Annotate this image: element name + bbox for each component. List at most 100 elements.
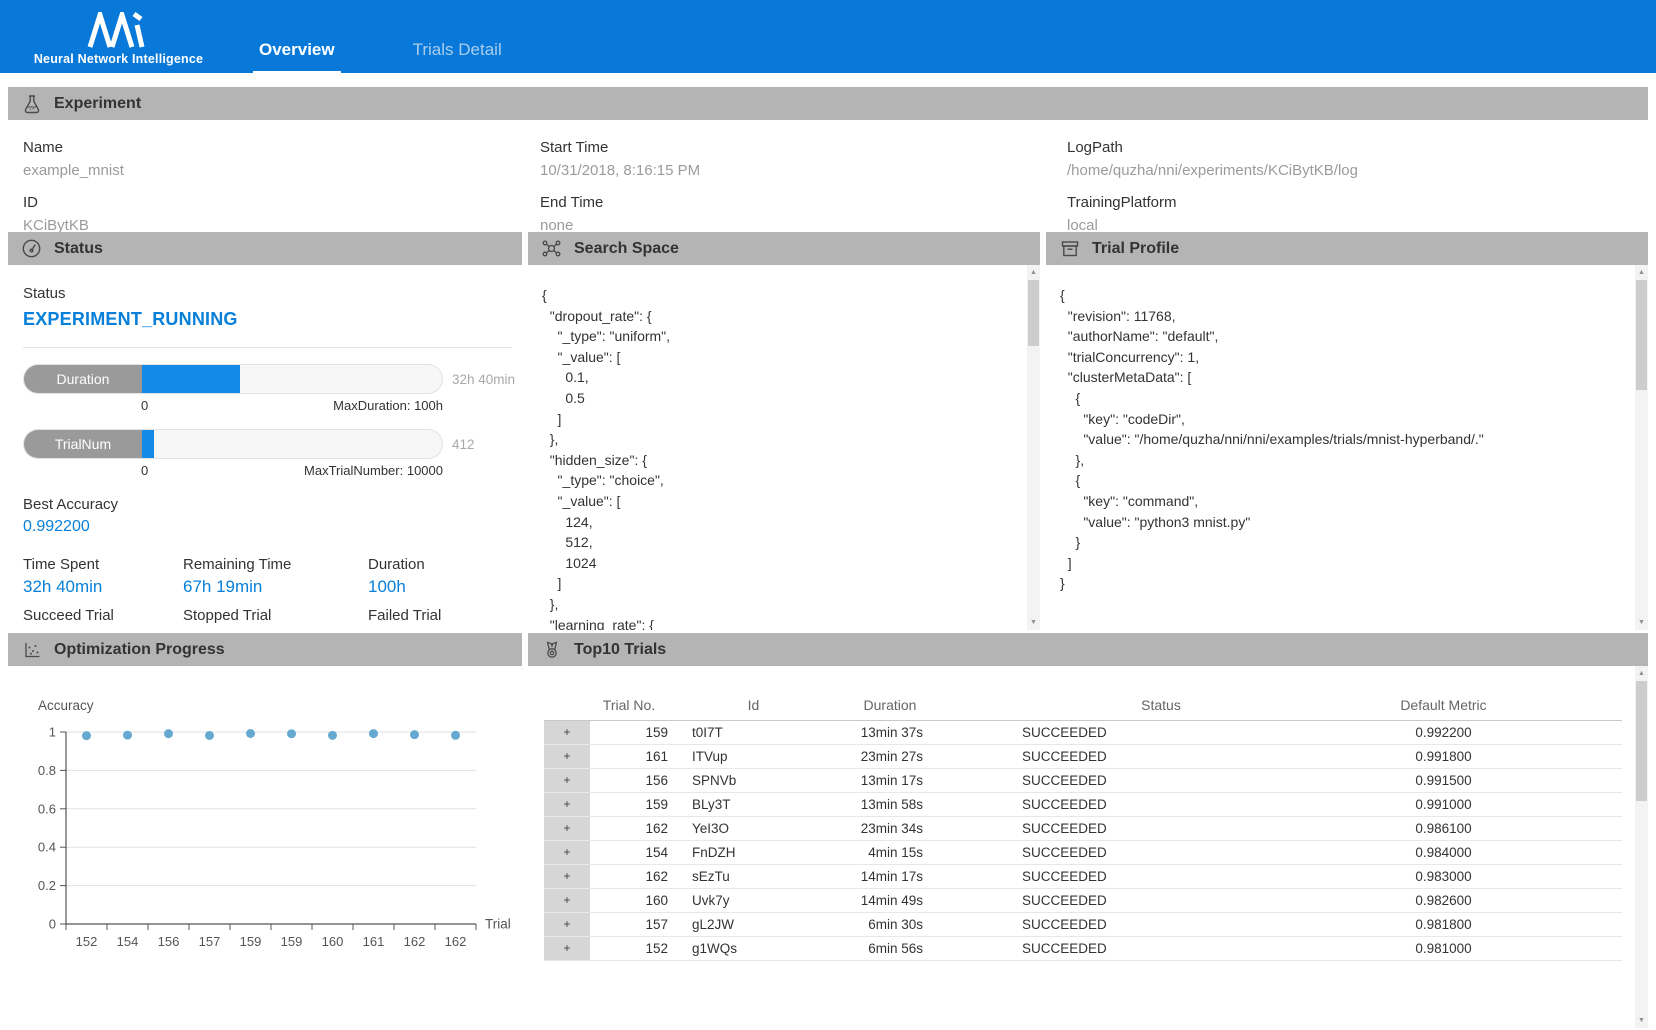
y-tick-label: 0.4 <box>38 840 56 855</box>
default-metric-cell: 0.991500 <box>1265 768 1622 793</box>
scatter-point[interactable] <box>369 729 378 739</box>
expand-row-button[interactable]: + <box>563 773 571 787</box>
trial-profile-scrollbar[interactable]: ▲ ▼ <box>1635 265 1648 630</box>
y-tick-label: 0 <box>49 917 56 932</box>
progress-bars: Duration 32h 40min 0 MaxDuration: 100h Trial… <box>23 364 522 478</box>
search-space-scrollbar[interactable]: ▲ ▼ <box>1027 265 1040 630</box>
column-header: Default Metric <box>1265 690 1622 721</box>
experiment-field-label: ID <box>23 194 38 211</box>
top-trials-section-header: Top10 Trials <box>528 633 1648 666</box>
scroll-up-icon[interactable]: ▲ <box>1030 269 1037 276</box>
progress-bar-row: Duration 32h 40min <box>23 364 522 394</box>
scrollbar-thumb[interactable] <box>1636 280 1647 390</box>
duration-cell: 23min 27s <box>815 744 965 769</box>
trial-id-cell: t0I7T <box>690 720 815 745</box>
stat-value: 32h 40min <box>23 577 103 596</box>
scrollbar-thumb[interactable] <box>1028 280 1039 346</box>
optimization-progress-panel: Optimization Progress 0 0.2 0.4 0.6 0.8 1 152 1… <box>8 633 522 1028</box>
scatter-point[interactable] <box>82 731 91 741</box>
logo-subtitle: Neural Network Intelligence <box>33 51 204 66</box>
trialnum-progress-bar: TrialNum <box>23 429 443 459</box>
expand-row-button[interactable]: + <box>563 749 571 763</box>
experiment-column: Start Time 10/31/2018, 8:16:15 PM End Time… <box>540 136 1067 246</box>
scatter-point[interactable] <box>287 729 296 739</box>
default-metric-cell: 0.986100 <box>1265 816 1622 841</box>
gauge-icon <box>21 238 42 259</box>
scatter-point[interactable] <box>328 730 337 740</box>
trial-id-cell: sEzTu <box>690 864 815 889</box>
scroll-up-icon[interactable]: ▲ <box>1638 670 1645 677</box>
scatter-point[interactable] <box>410 730 419 740</box>
experiment-field-label: TrainingPlatform <box>1067 194 1177 211</box>
status-cell: SUCCEEDED <box>965 720 1265 745</box>
table-row: +159 t0I7T 13min 37s SUCCEEDED 0.992200 <box>544 720 1622 745</box>
experiment-field: ID KCiBytKB <box>23 191 540 237</box>
expand-cell: + <box>544 912 590 937</box>
trial-no-cell: 159 <box>590 720 690 745</box>
progress-bar-scale: 0 MaxDuration: 100h <box>141 398 443 413</box>
scroll-down-icon[interactable]: ▼ <box>1638 1017 1645 1024</box>
status-stat: Remaining Time 67h 19min <box>183 556 368 597</box>
default-metric-cell: 0.984000 <box>1265 840 1622 865</box>
scrollbar-thumb[interactable] <box>1636 681 1647 801</box>
trials-header-row: Trial No. Id Duration Status Default Metric <box>544 690 1622 721</box>
expand-row-button[interactable]: + <box>563 941 571 955</box>
expand-row-button[interactable]: + <box>563 821 571 835</box>
scatter-point[interactable] <box>164 729 173 739</box>
trial-id-cell: gL2JW <box>690 912 815 937</box>
tab-overview[interactable]: Overview <box>253 40 341 73</box>
stat-label: Time Spent <box>23 556 100 573</box>
stat-value: 67h 19min <box>183 577 263 596</box>
expand-row-button[interactable]: + <box>563 797 571 811</box>
status-section-title: Status <box>54 239 103 257</box>
scroll-down-icon[interactable]: ▼ <box>1030 619 1037 626</box>
scatter-point[interactable] <box>123 730 132 740</box>
progress-bar-max: MaxTrialNumber: 10000 <box>304 463 443 478</box>
trial-profile-panel: Trial Profile { "revision": 11768, "auth… <box>1046 232 1648 630</box>
expand-row-button[interactable]: + <box>563 845 571 859</box>
nni-logo-icon <box>87 11 144 48</box>
trial-id-cell: YeI3O <box>690 816 815 841</box>
trial-profile-section-title: Trial Profile <box>1092 239 1180 257</box>
expand-row-button[interactable]: + <box>563 725 571 739</box>
expand-cell: + <box>544 744 590 769</box>
status-panel: Status Status EXPERIMENT_RUNNING Duratio… <box>8 232 522 630</box>
search-space-section-header: Search Space <box>528 232 1040 265</box>
tab-trials-detail[interactable]: Trials Detail <box>412 40 502 59</box>
expand-cell: + <box>544 888 590 913</box>
experiment-field: Name example_mnist <box>23 136 540 182</box>
status-cell: SUCCEEDED <box>965 936 1265 961</box>
stat-value: 9 <box>368 628 522 630</box>
scroll-down-icon[interactable]: ▼ <box>1638 619 1645 626</box>
x-tick-label: 159 <box>240 934 262 949</box>
scatter-point[interactable] <box>451 730 460 740</box>
y-tick-label: 0.8 <box>38 763 56 778</box>
trial-id-cell: g1WQs <box>690 936 815 961</box>
progress-bar-fill <box>142 430 155 458</box>
scatter-point[interactable] <box>246 728 255 738</box>
nni-logo: Neural Network Intelligence <box>26 0 211 73</box>
stat-value: 0 <box>183 628 368 630</box>
expand-row-button[interactable]: + <box>563 893 571 907</box>
expand-row-button[interactable]: + <box>563 917 571 931</box>
scatter-point[interactable] <box>205 730 214 740</box>
trial-no-cell: 157 <box>590 912 690 937</box>
expand-cell: + <box>544 720 590 745</box>
progress-bar-label: Duration <box>24 365 142 393</box>
top-trials-scrollbar[interactable]: ▲ ▼ <box>1635 666 1648 1028</box>
scroll-up-icon[interactable]: ▲ <box>1638 269 1645 276</box>
status-cell: SUCCEEDED <box>965 816 1265 841</box>
experiment-field-label: Start Time <box>540 139 609 156</box>
trial-no-cell: 162 <box>590 864 690 889</box>
expand-row-button[interactable]: + <box>563 869 571 883</box>
y-tick-label: 0.2 <box>38 878 56 893</box>
column-header: Status <box>965 690 1265 721</box>
default-metric-cell: 0.982600 <box>1265 888 1622 913</box>
trial-id-cell: Uvk7y <box>690 888 815 913</box>
experiment-info: Name example_mnist ID KCiBytKB Start Time 10/… <box>8 120 1648 234</box>
expand-cell: + <box>544 792 590 817</box>
default-metric-cell: 0.991800 <box>1265 744 1622 769</box>
main-nav: Overview Trials Detail <box>253 0 508 73</box>
table-row: +160 Uvk7y 14min 49s SUCCEEDED 0.982600 <box>544 888 1622 913</box>
table-row: +154 FnDZH 4min 15s SUCCEEDED 0.984000 <box>544 840 1622 865</box>
